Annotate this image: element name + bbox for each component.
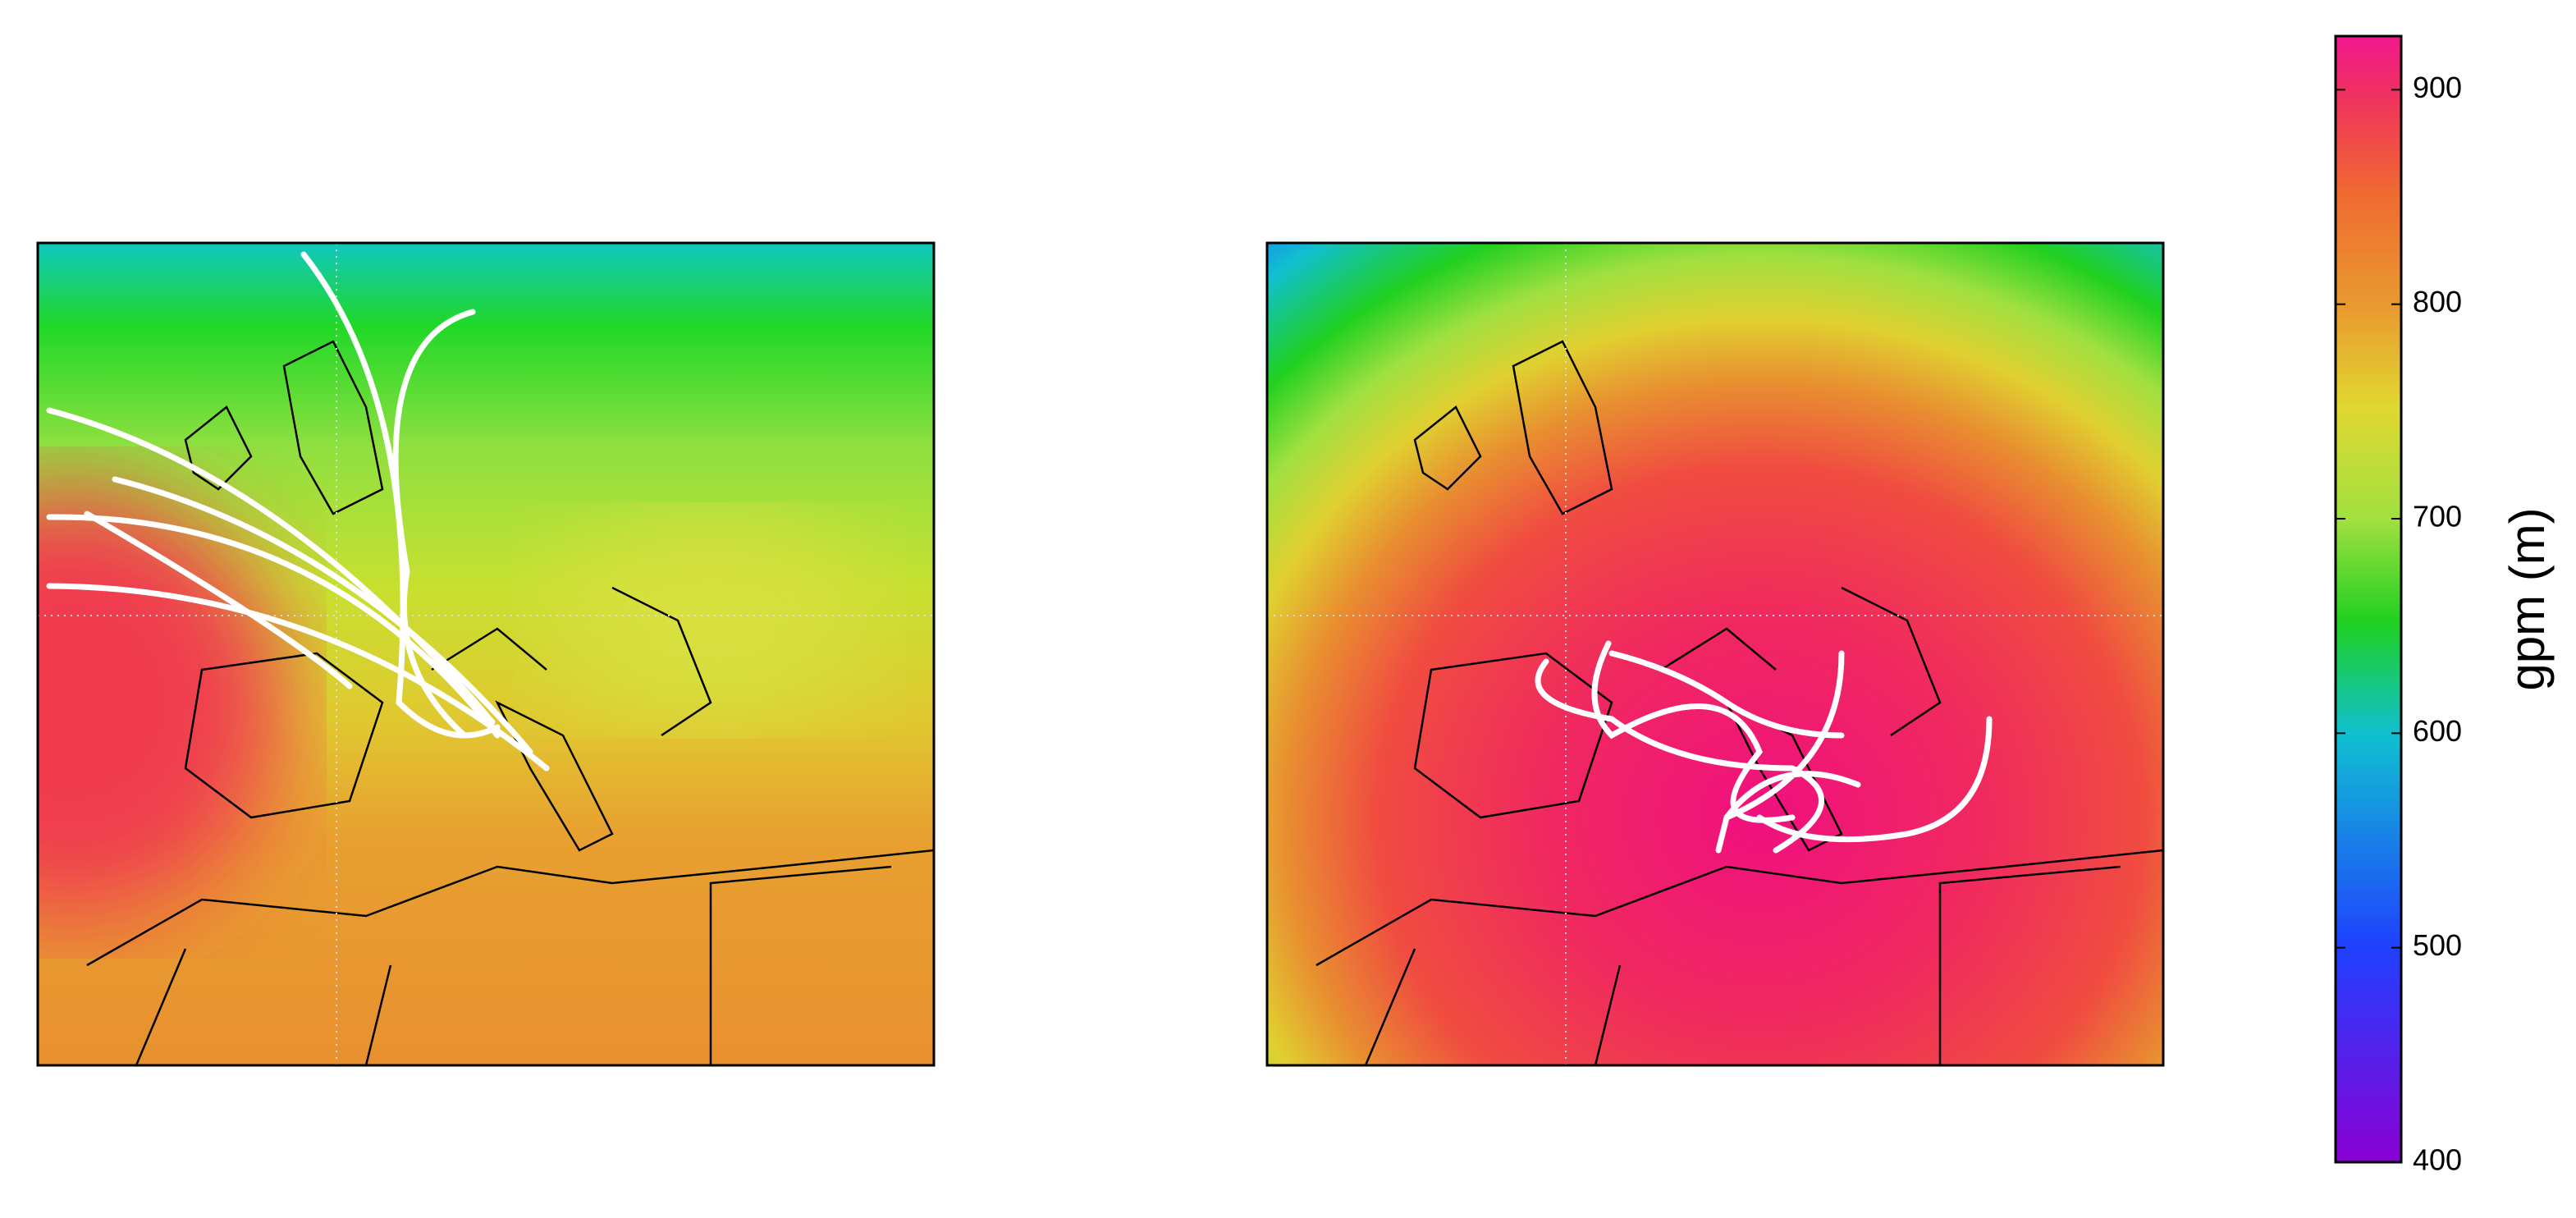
colorbar-tick-label: 400	[2413, 1143, 2462, 1177]
map-field	[1267, 243, 2163, 1065]
colorbar-tick-label: 500	[2413, 928, 2462, 962]
trajectories	[1535, 640, 1993, 854]
map-frame	[1265, 241, 2165, 1067]
colorbar-tick-label: 800	[2413, 285, 2462, 318]
colorbar-label: gpm (m)	[2500, 507, 2555, 690]
left-map	[36, 241, 936, 1067]
field-patch	[547, 522, 875, 719]
colorbar-scale	[2334, 34, 2403, 1164]
map-frame	[36, 241, 936, 1067]
colorbar-tick-label: 700	[2413, 500, 2462, 533]
colorbar: gpm (m) 400 500 600 700 800 900	[2334, 34, 2555, 1177]
colorbar-tick-label: 600	[2413, 714, 2462, 748]
trajectories	[46, 251, 550, 772]
colorbar-tick-label: 900	[2413, 71, 2462, 104]
right-map	[1265, 241, 2165, 1067]
